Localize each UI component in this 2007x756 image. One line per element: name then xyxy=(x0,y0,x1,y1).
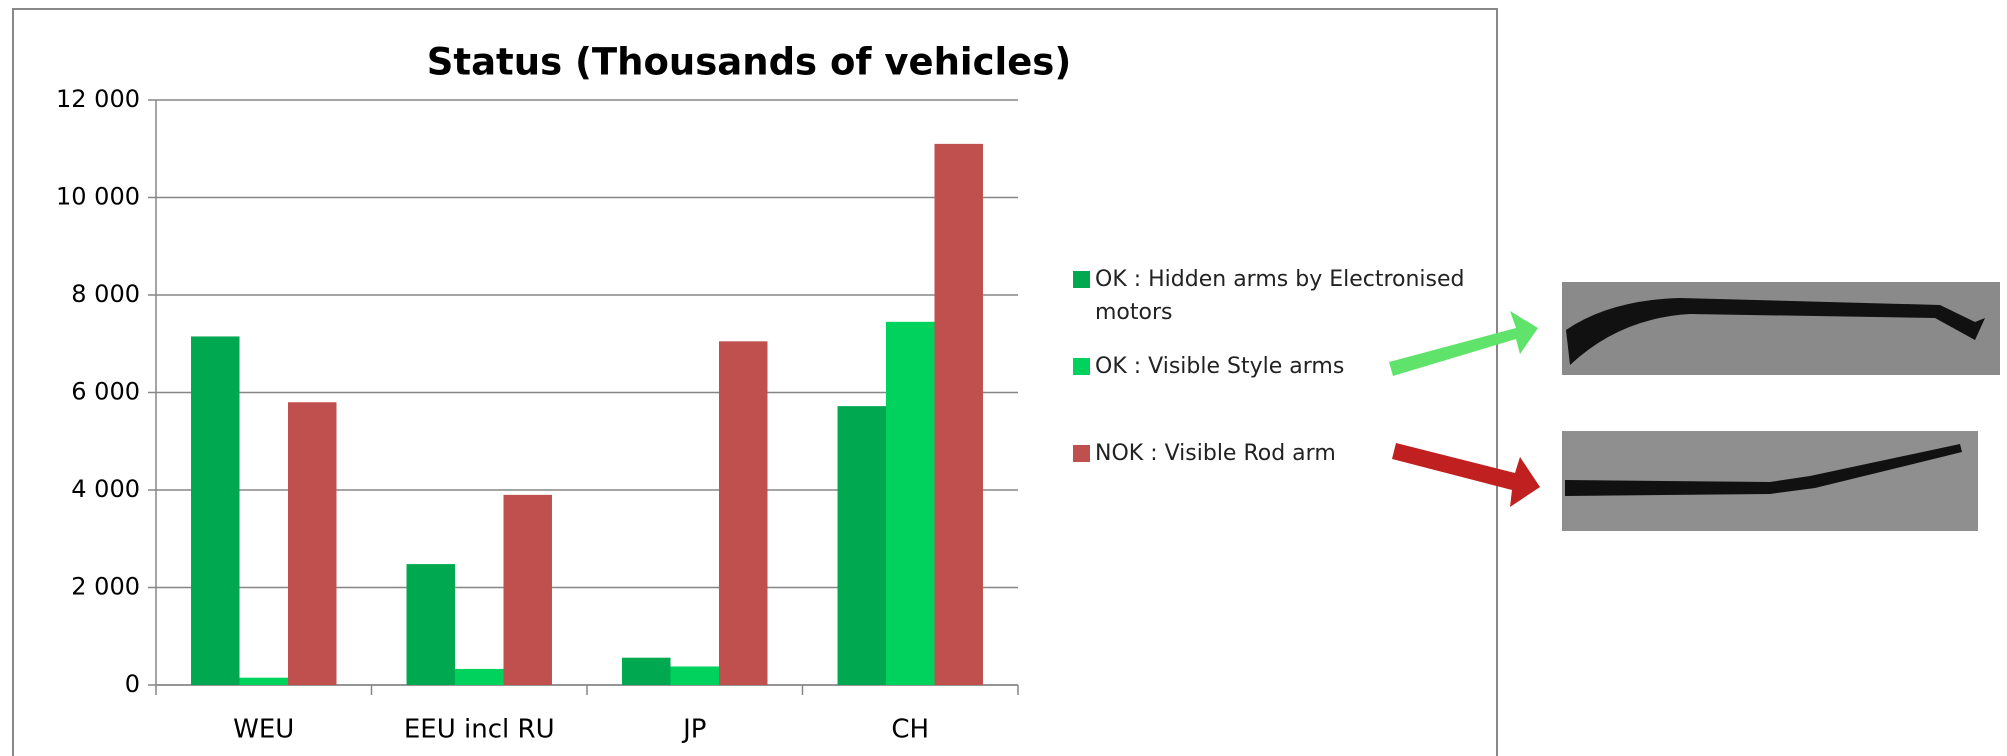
bar xyxy=(837,406,887,685)
chart-title: Status (Thousands of vehicles) xyxy=(427,41,1071,84)
x-tick-label: JP xyxy=(681,715,706,745)
legend-swatch xyxy=(1073,271,1090,288)
arrow-nok xyxy=(1392,443,1540,507)
bar xyxy=(886,321,935,685)
bar xyxy=(191,336,240,685)
photo-hidden-arm xyxy=(1562,282,2000,375)
bar xyxy=(670,666,719,685)
arrow-ok xyxy=(1389,311,1538,376)
legend-swatch xyxy=(1073,445,1090,462)
photo-rod-arm xyxy=(1562,431,1978,531)
y-tick-label: 12 000 xyxy=(56,85,140,113)
x-tick-label: CH xyxy=(891,715,929,745)
x-tick-label: WEU xyxy=(233,715,294,745)
legend-item: OK : Hidden arms by Electronised motors xyxy=(1073,263,1473,329)
bar xyxy=(622,657,671,685)
legend-swatch xyxy=(1073,358,1090,375)
legend-label: OK : Visible Style arms xyxy=(1095,354,1345,379)
chart-border xyxy=(12,8,1498,756)
legend-item: OK : Visible Style arms xyxy=(1073,350,1473,383)
y-tick-label: 10 000 xyxy=(56,183,140,211)
bar xyxy=(239,677,288,685)
y-tick-label: 8 000 xyxy=(71,280,140,308)
x-tick-label: EEU incl RU xyxy=(404,715,555,745)
bar xyxy=(455,668,504,685)
legend-item: NOK : Visible Rod arm xyxy=(1073,437,1473,470)
y-tick-label: 6 000 xyxy=(71,378,140,406)
y-tick-label: 0 xyxy=(125,670,140,698)
bar xyxy=(503,494,552,685)
bar xyxy=(718,341,768,685)
bar xyxy=(934,143,983,685)
bar xyxy=(287,402,337,685)
legend-label: OK : Hidden arms by Electronised motors xyxy=(1095,267,1465,325)
y-tick-label: 2 000 xyxy=(71,573,140,601)
legend-label: NOK : Visible Rod arm xyxy=(1095,441,1336,466)
bar xyxy=(406,564,456,685)
y-tick-label: 4 000 xyxy=(71,475,140,503)
